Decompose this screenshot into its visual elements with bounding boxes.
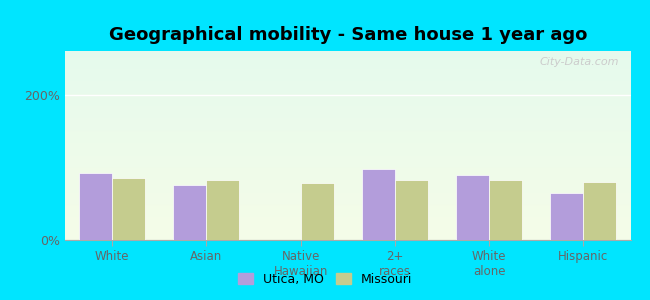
Bar [584, 182, 616, 240]
Bar [395, 180, 428, 240]
Bar [112, 178, 145, 240]
Title: Geographical mobility - Same house 1 year ago: Geographical mobility - Same house 1 yea… [109, 26, 587, 44]
Bar [207, 180, 239, 240]
Bar [489, 180, 522, 240]
Bar [456, 175, 489, 240]
Bar [551, 193, 584, 240]
Bar [362, 169, 395, 240]
Bar [174, 185, 207, 240]
Bar [300, 183, 333, 240]
Text: City-Data.com: City-Data.com [540, 57, 619, 67]
Legend: Utica, MO, Missouri: Utica, MO, Missouri [233, 268, 417, 291]
Bar [79, 173, 112, 240]
